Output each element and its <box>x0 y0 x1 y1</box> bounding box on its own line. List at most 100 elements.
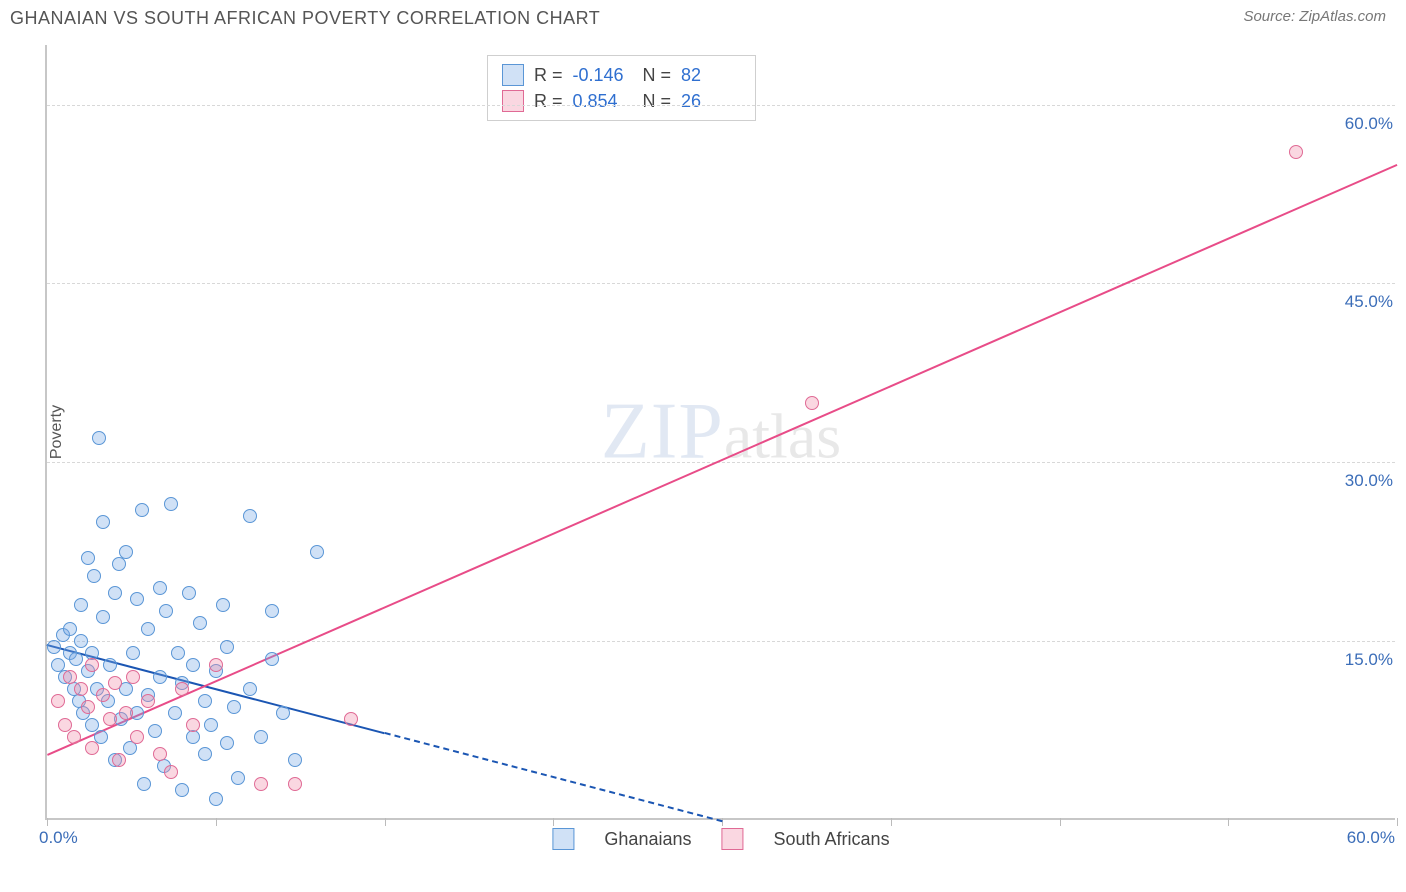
data-point-ghanaian <box>231 771 245 785</box>
data-point-ghanaian <box>175 783 189 797</box>
data-point-south-african <box>103 712 117 726</box>
data-point-south-african <box>130 730 144 744</box>
data-point-south-african <box>186 718 200 732</box>
data-point-ghanaian <box>209 792 223 806</box>
x-tick <box>553 818 554 826</box>
x-tick <box>47 818 48 826</box>
legend-row-south-africans: R = 0.854 N = 26 <box>502 88 741 114</box>
trend-line <box>47 164 1398 756</box>
data-point-ghanaian <box>81 551 95 565</box>
data-point-ghanaian <box>265 604 279 618</box>
n-value-south-africans: 26 <box>681 88 741 114</box>
chart-title: GHANAIAN VS SOUTH AFRICAN POVERTY CORREL… <box>10 8 600 29</box>
data-point-ghanaian <box>112 557 126 571</box>
x-tick <box>385 818 386 826</box>
data-point-ghanaian <box>243 682 257 696</box>
data-point-south-african <box>209 658 223 672</box>
data-point-ghanaian <box>186 658 200 672</box>
data-point-south-african <box>164 765 178 779</box>
trend-line <box>384 732 722 822</box>
data-point-ghanaian <box>168 706 182 720</box>
data-point-ghanaian <box>243 509 257 523</box>
y-tick-label: 15.0% <box>1341 650 1397 670</box>
gridline: 30.0% <box>47 462 1395 463</box>
data-point-south-african <box>85 741 99 755</box>
data-point-ghanaian <box>276 706 290 720</box>
gridline: 60.0% <box>47 105 1395 106</box>
correlation-legend: R = -0.146 N = 82 R = 0.854 N = 26 <box>487 55 756 121</box>
data-point-ghanaian <box>265 652 279 666</box>
x-tick <box>1228 818 1229 826</box>
watermark-atlas: atlas <box>724 400 841 471</box>
data-point-south-african <box>805 396 819 410</box>
data-point-ghanaian <box>220 640 234 654</box>
n-value-ghanaians: 82 <box>681 62 741 88</box>
data-point-south-african <box>63 670 77 684</box>
x-tick <box>891 818 892 826</box>
data-point-ghanaian <box>69 652 83 666</box>
y-tick-label: 45.0% <box>1341 292 1397 312</box>
n-label: N = <box>643 62 672 88</box>
data-point-south-african <box>108 676 122 690</box>
data-point-ghanaian <box>96 610 110 624</box>
data-point-ghanaian <box>204 718 218 732</box>
data-point-ghanaian <box>164 497 178 511</box>
x-axis-labels: 0.0% 60.0% <box>45 828 1395 856</box>
data-point-south-african <box>74 682 88 696</box>
data-point-ghanaian <box>47 640 61 654</box>
data-point-south-african <box>85 658 99 672</box>
data-point-south-african <box>96 688 110 702</box>
data-point-ghanaian <box>153 581 167 595</box>
data-point-ghanaian <box>108 586 122 600</box>
swatch-south-africans <box>502 90 524 112</box>
data-point-ghanaian <box>148 724 162 738</box>
data-point-ghanaian <box>220 736 234 750</box>
data-point-south-african <box>288 777 302 791</box>
data-point-ghanaian <box>141 622 155 636</box>
data-point-south-african <box>344 712 358 726</box>
data-point-south-african <box>126 670 140 684</box>
data-point-south-african <box>141 694 155 708</box>
gridline: 15.0% <box>47 641 1395 642</box>
y-tick-label: 60.0% <box>1341 114 1397 134</box>
data-point-south-african <box>175 682 189 696</box>
data-point-south-african <box>112 753 126 767</box>
source-label: Source: ZipAtlas.com <box>1243 8 1386 25</box>
data-point-ghanaian <box>186 730 200 744</box>
r-value-south-africans: 0.854 <box>573 88 633 114</box>
data-point-south-african <box>81 700 95 714</box>
data-point-south-african <box>1289 145 1303 159</box>
legend-row-ghanaians: R = -0.146 N = 82 <box>502 62 741 88</box>
y-axis-title: Poverty <box>48 404 66 458</box>
r-label: R = <box>534 88 563 114</box>
x-tick <box>1060 818 1061 826</box>
data-point-south-african <box>67 730 81 744</box>
data-point-south-african <box>153 747 167 761</box>
data-point-ghanaian <box>153 670 167 684</box>
chart-plot-area: ZIPatlas R = -0.146 N = 82 R = 0.854 N =… <box>45 45 1395 820</box>
r-label: R = <box>534 62 563 88</box>
data-point-ghanaian <box>74 634 88 648</box>
n-label: N = <box>643 88 672 114</box>
x-tick <box>216 818 217 826</box>
data-point-ghanaian <box>119 545 133 559</box>
data-point-ghanaian <box>216 598 230 612</box>
data-point-ghanaian <box>137 777 151 791</box>
data-point-ghanaian <box>123 741 137 755</box>
data-point-ghanaian <box>92 431 106 445</box>
data-point-ghanaian <box>171 646 185 660</box>
gridline: 45.0% <box>47 283 1395 284</box>
data-point-ghanaian <box>96 515 110 529</box>
r-value-ghanaians: -0.146 <box>573 62 633 88</box>
data-point-ghanaian <box>254 730 268 744</box>
x-tick-label-max: 60.0% <box>1347 828 1395 848</box>
data-point-ghanaian <box>159 604 173 618</box>
data-point-ghanaian <box>193 616 207 630</box>
data-point-ghanaian <box>103 658 117 672</box>
data-point-south-african <box>254 777 268 791</box>
data-point-south-african <box>119 706 133 720</box>
data-point-ghanaian <box>288 753 302 767</box>
data-point-ghanaian <box>126 646 140 660</box>
x-tick <box>1397 818 1398 826</box>
data-point-ghanaian <box>310 545 324 559</box>
